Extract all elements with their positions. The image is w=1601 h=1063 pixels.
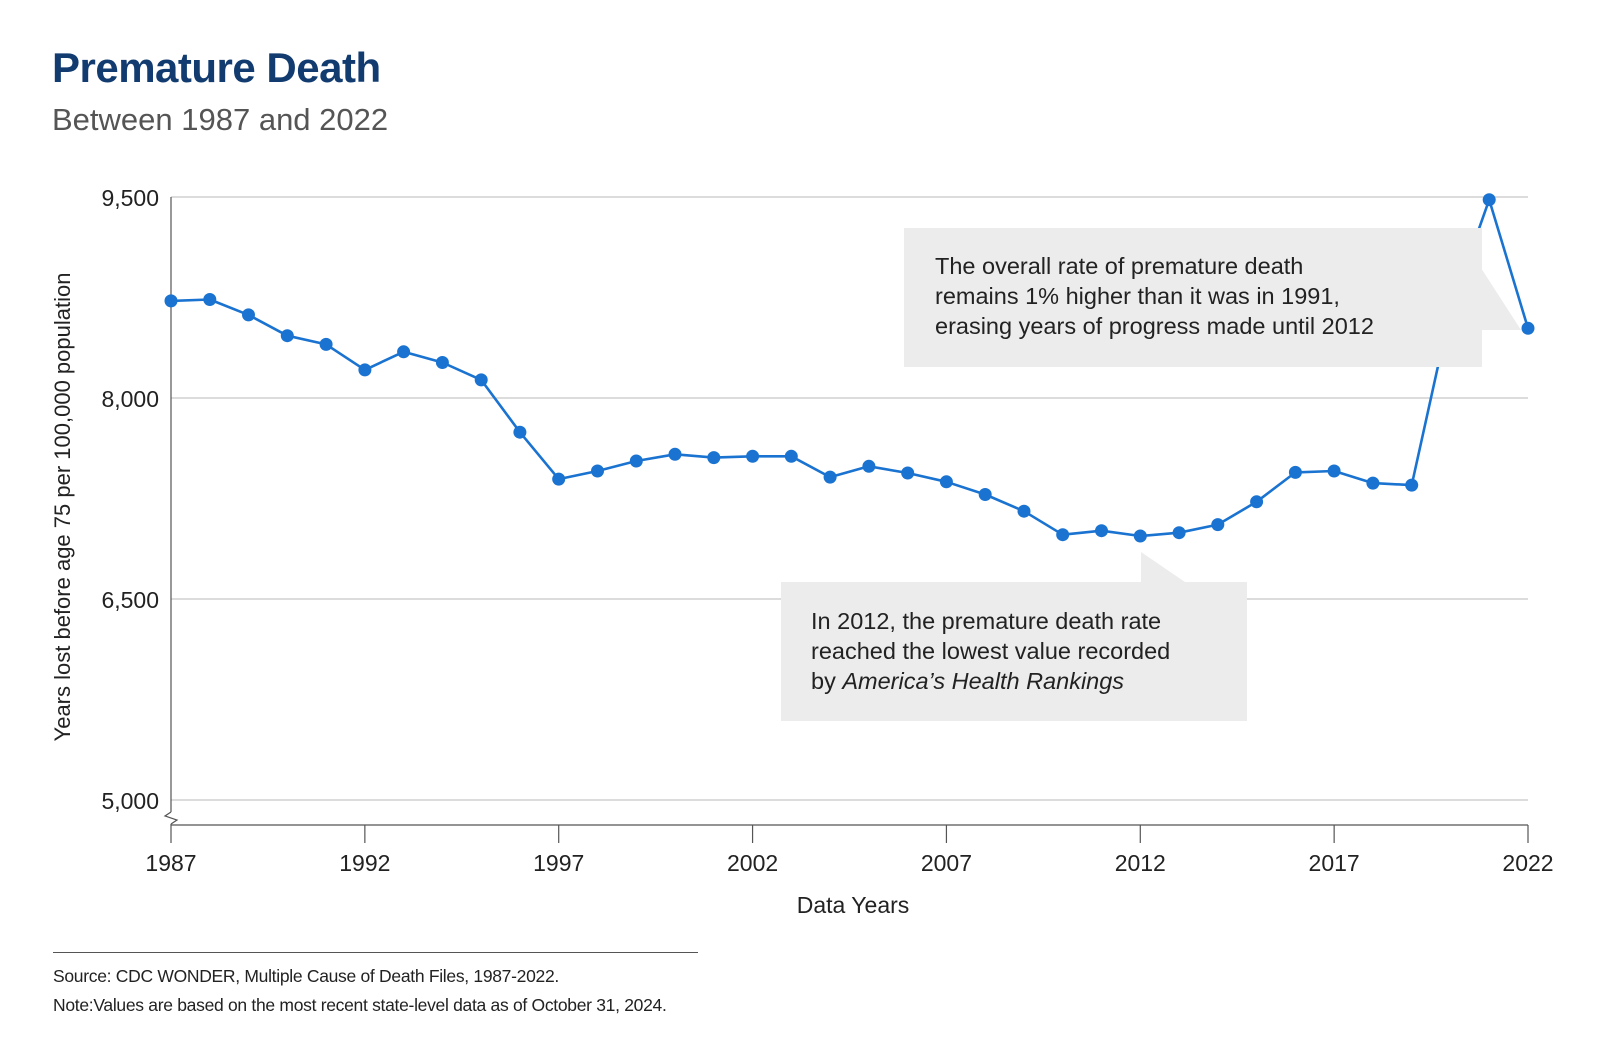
data-point-1994: [435, 356, 449, 369]
data-point-2006: [901, 466, 915, 480]
data-point-2000: [668, 447, 682, 461]
x-axis-label: Data Years: [797, 892, 910, 918]
y-tick-label-6500: 6,500: [101, 587, 159, 613]
gridlines: [171, 196, 1528, 801]
data-point-2007: [939, 475, 953, 489]
annotation-peak-line-2: remains 1% higher than it was in 1991,: [935, 283, 1340, 309]
x-ticks: 1987 1992 1997 2002 2007 2012 2017 2022: [145, 825, 1554, 876]
callout-pointer-bottom: [1141, 552, 1185, 582]
footer-divider: [53, 952, 698, 953]
data-point-1992: [358, 363, 372, 377]
chart-subtitle: Between 1987 and 2022: [52, 102, 389, 137]
annotation-low-source: America’s Health Rankings: [842, 668, 1125, 694]
annotation-low-line-2: reached the lowest value recorded: [811, 638, 1171, 664]
y-tick-label-9500: 9,500: [101, 185, 159, 211]
data-point-2005: [862, 459, 876, 473]
annotation-low-prefix: by: [811, 668, 843, 694]
series-points: [164, 193, 1535, 543]
data-point-1998: [591, 464, 604, 478]
x-tick-label-1992: 1992: [339, 850, 390, 876]
data-point-1991: [319, 337, 333, 351]
data-point-2012: [1133, 529, 1147, 543]
data-point-1996: [513, 425, 527, 439]
data-point-2008: [978, 488, 992, 501]
data-point-2010: [1056, 528, 1070, 542]
data-point-2013: [1172, 526, 1186, 540]
annotation-peak-line-1: The overall rate of premature death: [935, 253, 1304, 279]
x-tick-label-2022: 2022: [1502, 850, 1553, 876]
data-point-2014: [1211, 518, 1225, 532]
callout-pointer-top: [1481, 268, 1521, 330]
data-point-2001: [707, 451, 721, 465]
data-point-1999: [629, 454, 643, 468]
data-point-2016: [1288, 465, 1302, 479]
y-axis-label: Years lost before age 75 per 100,000 pop…: [50, 273, 75, 742]
x-tick-label-1987: 1987: [145, 850, 196, 876]
data-point-1997: [552, 472, 566, 486]
data-point-2011: [1095, 524, 1108, 538]
y-tick-label-8000: 8,000: [101, 386, 159, 412]
data-point-2022: [1521, 321, 1535, 335]
y-tick-label-5000: 5,000: [101, 788, 159, 814]
data-point-2003: [784, 449, 798, 463]
footnote-note: Note:Values are based on the most recent…: [53, 995, 667, 1015]
x-tick-label-2007: 2007: [921, 850, 972, 876]
data-point-2019: [1405, 478, 1419, 492]
data-point-2021: [1482, 193, 1496, 207]
data-point-1990: [280, 329, 294, 343]
data-point-1993: [397, 345, 411, 359]
data-point-1989: [242, 308, 255, 322]
data-point-1987: [164, 294, 178, 308]
chart-title: Premature Death: [52, 44, 381, 91]
data-point-2004: [823, 470, 837, 484]
footnote-source: Source: CDC WONDER, Multiple Cause of De…: [53, 966, 559, 986]
data-point-2017: [1327, 464, 1341, 478]
x-tick-label-2017: 2017: [1309, 850, 1360, 876]
x-tick-label-1997: 1997: [533, 850, 584, 876]
annotation-low-line-3: by America’s Health Rankings: [811, 666, 1247, 696]
data-point-2018: [1366, 476, 1380, 490]
data-point-2015: [1250, 495, 1264, 509]
data-point-2002: [746, 449, 760, 463]
y-tick-labels: 5,000 6,500 8,000 9,500: [101, 185, 159, 814]
annotation-peak: The overall rate of premature death rema…: [904, 228, 1482, 367]
data-point-1995: [474, 373, 488, 387]
data-point-1988: [203, 293, 217, 306]
annotation-low: In 2012, the premature death rate reache…: [781, 582, 1247, 721]
annotation-low-line-1: In 2012, the premature death rate: [811, 608, 1162, 634]
x-tick-label-2012: 2012: [1115, 850, 1166, 876]
data-point-2009: [1017, 504, 1031, 518]
x-tick-label-2002: 2002: [727, 850, 778, 876]
axis-break: [163, 811, 179, 825]
annotation-peak-line-3: erasing years of progress made until 201…: [935, 313, 1374, 339]
